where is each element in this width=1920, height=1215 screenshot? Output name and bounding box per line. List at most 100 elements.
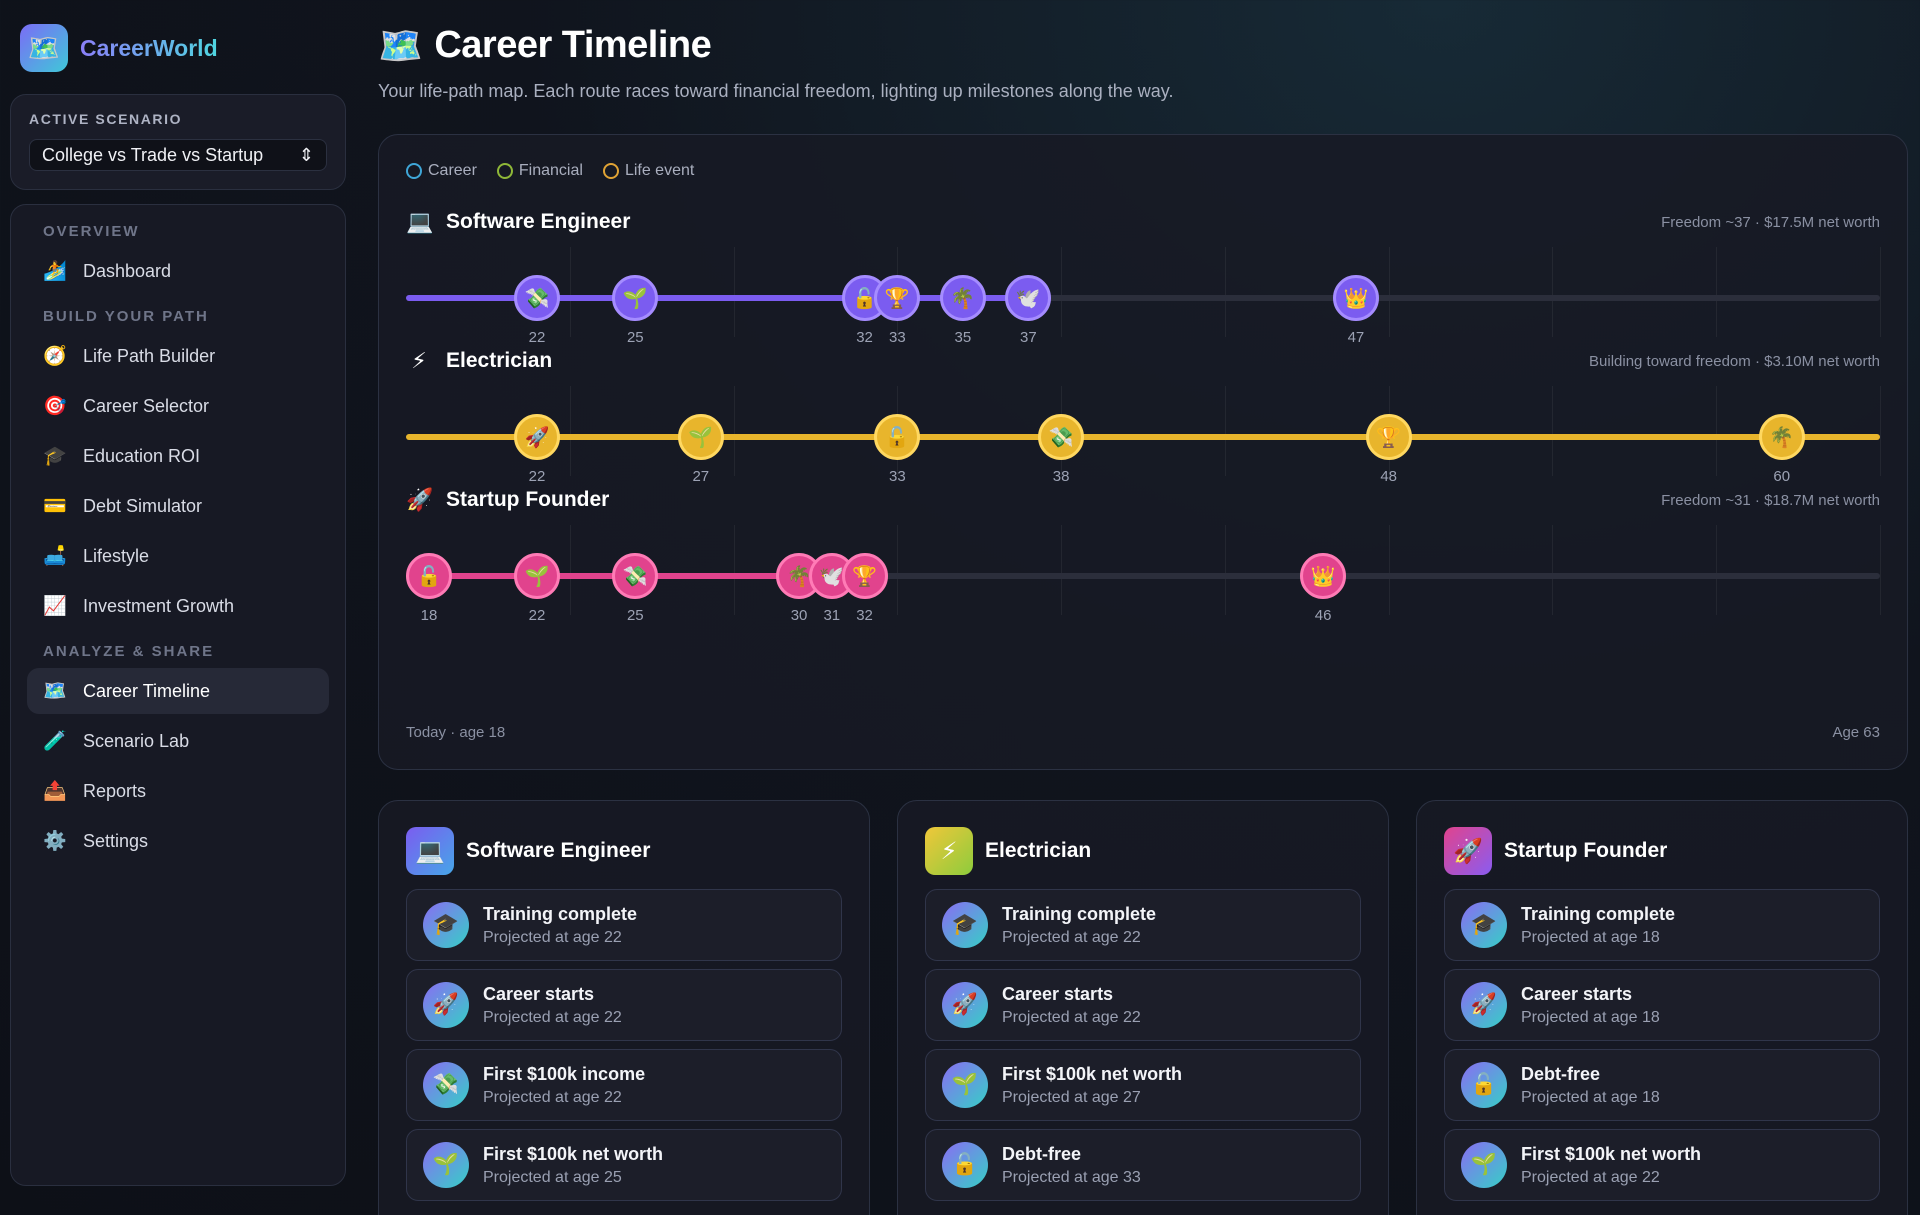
milestone-rocket-icon[interactable]: 🚀 xyxy=(514,414,561,460)
milestone-sprout-icon[interactable]: 🌱 xyxy=(677,414,724,460)
brand[interactable]: 🗺️ CareerWorld xyxy=(10,20,346,94)
milestone-row[interactable]: 🔓 Debt-free Projected at age 18 xyxy=(1444,1049,1880,1121)
milestone-row[interactable]: 🚀 Career starts Projected at age 22 xyxy=(925,969,1361,1041)
milestone-text: First $100k income Projected at age 22 xyxy=(483,1064,645,1107)
rocket-icon: 🚀 xyxy=(423,982,469,1028)
scenario-select[interactable]: College vs Trade vs Startup ⇕ xyxy=(29,139,327,171)
milestone-row[interactable]: 🌱 First $100k net worth Projected at age 2… xyxy=(1444,1129,1880,1201)
milestone-unlock-icon[interactable]: 🔓 xyxy=(406,553,452,599)
map-icon: 🗺️ xyxy=(378,24,423,66)
milestone-sprout-icon[interactable]: 🌱 xyxy=(514,553,561,599)
legend: Career Financial Life event xyxy=(406,161,1880,181)
milestone-age-label: 18 xyxy=(420,607,438,624)
sidebar-item-life-path-builder[interactable]: 🧭 Life Path Builder xyxy=(27,333,329,379)
milestone-row[interactable]: 💸 First $100k income Projected at age 22 xyxy=(406,1049,842,1121)
milestone-trophy-icon[interactable]: 🏆 xyxy=(1365,414,1412,460)
lane-header: 💻 Software Engineer Freedom ~37 · $17.5M n… xyxy=(406,207,1880,237)
rocket-icon: 🚀 xyxy=(1461,982,1507,1028)
brand-name: CareerWorld xyxy=(80,34,218,61)
milestone-text: Debt-free Projected at age 33 xyxy=(1002,1144,1141,1187)
milestone-row[interactable]: 🎓 Training complete Projected at age 22 xyxy=(925,889,1361,961)
nav-section-title: OVERVIEW xyxy=(43,223,140,240)
sidebar-item-label: Life Path Builder xyxy=(83,345,216,366)
milestone-row[interactable]: 🚀 Career starts Projected at age 18 xyxy=(1444,969,1880,1041)
sidebar-item-label: Scenario Lab xyxy=(83,730,190,751)
sidebar-item-label: Career Selector xyxy=(83,395,210,416)
path-card-software-engineer: 💻 Software Engineer 🎓 Training complete Proj… xyxy=(378,800,870,1215)
chart-up-icon: 📈 xyxy=(43,596,67,617)
lightning-icon: ⚡ xyxy=(925,827,973,875)
card-header: 💻 Software Engineer xyxy=(406,827,842,875)
milestone-unlock-icon[interactable]: 🔓 xyxy=(874,414,921,460)
sidebar-item-career-selector[interactable]: 🎯 Career Selector xyxy=(27,383,329,429)
timeline-lane-software-engineer: 💻 Software Engineer Freedom ~37 · $17.5M n… xyxy=(406,207,1881,357)
milestone-money-icon[interactable]: 💸 xyxy=(612,553,659,599)
milestone-age-label: 60 xyxy=(1773,468,1791,485)
milestone-row[interactable]: 🎓 Training complete Projected at age 22 xyxy=(406,889,842,961)
lane-title: ⚡ Electrician xyxy=(406,348,552,374)
lane-title-text: Electrician xyxy=(446,349,553,372)
milestone-projected-age: Projected at age 22 xyxy=(1002,1008,1141,1026)
rocket-icon: 🚀 xyxy=(406,487,434,512)
milestone-row[interactable]: 🌱 First $100k net worth Projected at age 2… xyxy=(406,1129,842,1201)
lane-header: 🚀 Startup Founder Freedom ~31 · $18.7M net… xyxy=(406,485,1880,515)
sidebar-item-investment-growth[interactable]: 📈 Investment Growth xyxy=(27,583,329,629)
milestone-trophy-icon[interactable]: 🏆 xyxy=(841,553,888,599)
card-header: ⚡ Electrician xyxy=(925,827,1361,875)
gridline xyxy=(1716,525,1718,615)
milestone-projected-age: Projected at age 22 xyxy=(483,1088,622,1106)
sidebar-item-career-timeline[interactable]: 🗺️ Career Timeline xyxy=(27,668,329,714)
milestone-age-label: 38 xyxy=(1052,468,1070,485)
milestone-money-icon[interactable]: 💸 xyxy=(1038,414,1085,460)
milestone-age-label: 37 xyxy=(1020,329,1037,346)
surfer-icon: 🏄 xyxy=(43,261,67,282)
gridline xyxy=(733,386,735,476)
rocket-icon: 🚀 xyxy=(942,982,988,1028)
milestone-row[interactable]: 🌱 First $100k net worth Projected at age 2… xyxy=(925,1049,1361,1121)
sidebar-item-label: Debt Simulator xyxy=(83,495,203,516)
milestone-row[interactable]: 🎓 Training complete Projected at age 18 xyxy=(1444,889,1880,961)
milestone-title: Debt-free xyxy=(1002,1143,1082,1164)
milestone-trophy-icon[interactable]: 🏆 xyxy=(874,275,921,321)
track-progress xyxy=(406,295,1029,301)
nav-section-title: BUILD YOUR PATH xyxy=(43,308,209,325)
sidebar-item-reports[interactable]: 📤 Reports xyxy=(27,768,329,814)
milestone-crown-icon[interactable]: 👑 xyxy=(1300,553,1347,599)
active-scenario-card: ACTIVE SCENARIO College vs Trade vs Star… xyxy=(10,94,346,190)
milestone-text: Training complete Projected at age 22 xyxy=(483,904,637,947)
milestone-text: First $100k net worth Projected at age 25 xyxy=(483,1144,663,1187)
milestone-dove-icon[interactable]: 🕊️ xyxy=(1005,275,1052,321)
milestone-projected-age: Projected at age 18 xyxy=(1521,1008,1660,1026)
sidebar-item-settings[interactable]: ⚙️ Settings xyxy=(27,818,329,864)
milestone-title: First $100k net worth xyxy=(1002,1063,1183,1084)
lane-title: 💻 Software Engineer xyxy=(406,209,630,235)
milestone-row[interactable]: 🔓 Debt-free Projected at age 33 xyxy=(925,1129,1361,1201)
milestone-money-icon[interactable]: 💸 xyxy=(514,275,561,321)
legend-circle-icon xyxy=(602,163,619,179)
milestone-row[interactable]: 🚀 Career starts Projected at age 22 xyxy=(406,969,842,1041)
timeline-axis: Today · age 18 Age 63 xyxy=(406,724,1880,741)
milestone-sprout-icon[interactable]: 🌱 xyxy=(612,275,659,321)
milestone-title: First $100k net worth xyxy=(1521,1143,1702,1164)
sidebar-item-debt-simulator[interactable]: 💳 Debt Simulator xyxy=(27,483,329,529)
milestone-projected-age: Projected at age 25 xyxy=(483,1168,622,1186)
sidebar-item-education-roi[interactable]: 🎓 Education ROI xyxy=(27,433,329,479)
sidebar-item-dashboard[interactable]: 🏄 Dashboard xyxy=(27,248,329,294)
sidebar-item-label: Career Timeline xyxy=(83,680,211,701)
gridline xyxy=(1061,247,1063,337)
milestone-text: First $100k net worth Projected at age 27 xyxy=(1002,1064,1182,1107)
sidebar-item-scenario-lab[interactable]: 🧪 Scenario Lab xyxy=(27,718,329,764)
milestone-palm-tree-icon[interactable]: 🌴 xyxy=(1758,414,1805,460)
gridline xyxy=(1224,386,1226,476)
card-title: Startup Founder xyxy=(1504,839,1668,862)
gridline xyxy=(1552,247,1554,337)
sidebar-item-label: Education ROI xyxy=(83,445,201,466)
milestone-crown-icon[interactable]: 👑 xyxy=(1332,275,1379,321)
milestone-text: Career starts Projected at age 22 xyxy=(483,984,622,1027)
page-title: 🗺️ Career Timeline xyxy=(378,24,1908,67)
gridline xyxy=(733,525,735,615)
chevron-up-down-icon: ⇕ xyxy=(298,144,314,165)
milestone-text: Debt-free Projected at age 18 xyxy=(1521,1064,1660,1107)
sidebar-item-lifestyle[interactable]: 🛋️ Lifestyle xyxy=(27,533,329,579)
milestone-palm-tree-icon[interactable]: 🌴 xyxy=(939,275,986,321)
